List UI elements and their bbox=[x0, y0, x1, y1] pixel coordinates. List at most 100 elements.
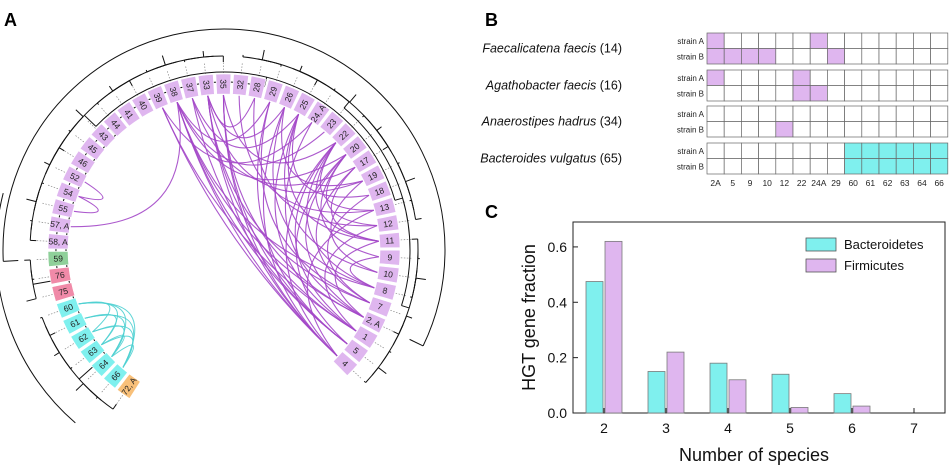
legend-label-bacteroidetes: Bacteroidetes bbox=[844, 237, 924, 252]
ring-segment-label: 32 bbox=[235, 79, 246, 90]
tree-branch bbox=[161, 55, 166, 66]
ring-segment: 63 bbox=[79, 339, 106, 364]
ring-segment-arc bbox=[360, 164, 386, 187]
ring-segment-label: 61 bbox=[69, 316, 82, 329]
ring-segment-arc bbox=[376, 265, 400, 284]
gene-label: 62 bbox=[883, 178, 893, 188]
grid-cell bbox=[930, 32, 949, 49]
ring-segment-label: 38 bbox=[168, 86, 180, 98]
tree-branch bbox=[202, 51, 205, 58]
tree-branch bbox=[382, 146, 389, 151]
ring-segment-label: 29 bbox=[267, 85, 279, 97]
leaf-connector bbox=[55, 327, 66, 334]
grid-cell bbox=[723, 158, 742, 175]
ring-segment: 44 bbox=[103, 111, 128, 137]
ring-segment-label: 40 bbox=[136, 99, 149, 112]
grid-cell bbox=[809, 32, 828, 49]
grid-cell bbox=[930, 85, 949, 102]
leaf-connector bbox=[132, 85, 138, 96]
ring-segment-arc bbox=[373, 281, 397, 301]
ring-segment: 58, A bbox=[47, 233, 69, 250]
tree-branch bbox=[3, 260, 19, 262]
grid-cell bbox=[775, 69, 794, 86]
tree-branch bbox=[108, 85, 114, 92]
ring-segment-label: 18 bbox=[373, 185, 386, 198]
ring-segment-arc bbox=[378, 232, 401, 249]
grid-cell bbox=[792, 48, 811, 65]
leaf-connector bbox=[275, 70, 280, 82]
grid-cell bbox=[895, 32, 914, 49]
strain-label: strain B bbox=[677, 53, 704, 62]
hgt-link bbox=[253, 98, 378, 227]
hgt-link bbox=[326, 154, 378, 227]
grid-cell bbox=[878, 69, 897, 86]
ring-segment: 45 bbox=[79, 136, 106, 161]
grid-cell bbox=[758, 69, 777, 86]
leaf-connector bbox=[47, 184, 59, 190]
grid-cell bbox=[895, 121, 914, 138]
ring-segment-label: 28 bbox=[251, 81, 263, 93]
tree-branch bbox=[349, 94, 357, 103]
ring-segment: 72, A bbox=[116, 373, 141, 399]
leaf-connector bbox=[47, 311, 59, 316]
ring-segment-label: 75 bbox=[57, 286, 69, 298]
ring-segment-arc bbox=[70, 150, 96, 174]
gene-label: 66 bbox=[934, 178, 944, 188]
ring-segment-arc bbox=[48, 266, 72, 285]
ring-segment-label: 26 bbox=[282, 91, 295, 104]
gene-label: 12 bbox=[780, 178, 790, 188]
hgt-link bbox=[294, 142, 357, 332]
gene-label: 29 bbox=[831, 178, 841, 188]
ring-segment: 52 bbox=[62, 165, 88, 188]
grid-cell bbox=[775, 85, 794, 102]
hgt-link bbox=[284, 122, 364, 318]
ring-segment: 28 bbox=[247, 75, 267, 99]
bar-bacteroidetes-5 bbox=[771, 373, 790, 414]
grid-cell bbox=[741, 142, 759, 159]
grid-cell bbox=[706, 158, 725, 175]
grid-cell bbox=[758, 158, 777, 175]
hgt-link bbox=[349, 256, 379, 289]
leaf-connector bbox=[87, 120, 96, 129]
grid-cell bbox=[741, 69, 759, 86]
grid-cell bbox=[895, 105, 914, 122]
y-tick-label: 0.6 bbox=[548, 239, 568, 255]
grid-cell bbox=[723, 105, 742, 122]
ring-segment-label: 1 bbox=[361, 331, 370, 342]
gene-label: 22 bbox=[797, 178, 807, 188]
x-tick-label: 6 bbox=[848, 420, 856, 436]
tree-node bbox=[292, 68, 392, 152]
grid-cell bbox=[895, 158, 914, 175]
hgt-link bbox=[305, 154, 364, 318]
ring-segment-arc bbox=[116, 101, 141, 127]
tree-branch bbox=[415, 277, 426, 281]
ring-segment-arc bbox=[51, 282, 76, 302]
ring-segment-arc bbox=[180, 75, 200, 100]
grid-cell bbox=[878, 142, 897, 159]
grid-cell bbox=[861, 121, 880, 138]
ring-segment-arc bbox=[367, 180, 392, 202]
grid-cell bbox=[775, 32, 794, 49]
hgt-link bbox=[176, 102, 325, 166]
grid-cell bbox=[930, 69, 949, 86]
x-tick-label: 7 bbox=[910, 420, 918, 436]
tree-root-arc bbox=[2, 28, 446, 347]
ring-segment: 75 bbox=[51, 282, 76, 302]
grid-cell bbox=[706, 85, 725, 102]
tree-node bbox=[413, 248, 419, 288]
gene-label: 64 bbox=[917, 178, 927, 188]
grid-cell bbox=[827, 32, 845, 49]
tree-node bbox=[155, 57, 199, 69]
leaf-connector bbox=[166, 70, 171, 82]
grid-cell bbox=[809, 158, 828, 175]
leaf-connector bbox=[115, 95, 123, 106]
leaf-connector bbox=[292, 76, 298, 88]
hgt-link bbox=[287, 113, 379, 242]
hgt-link bbox=[101, 334, 125, 358]
ring-segment-arc bbox=[367, 296, 393, 318]
leaf-connector bbox=[38, 221, 50, 224]
grid-cell bbox=[878, 48, 897, 65]
grid-cell bbox=[827, 158, 845, 175]
grid-cell bbox=[827, 142, 845, 159]
